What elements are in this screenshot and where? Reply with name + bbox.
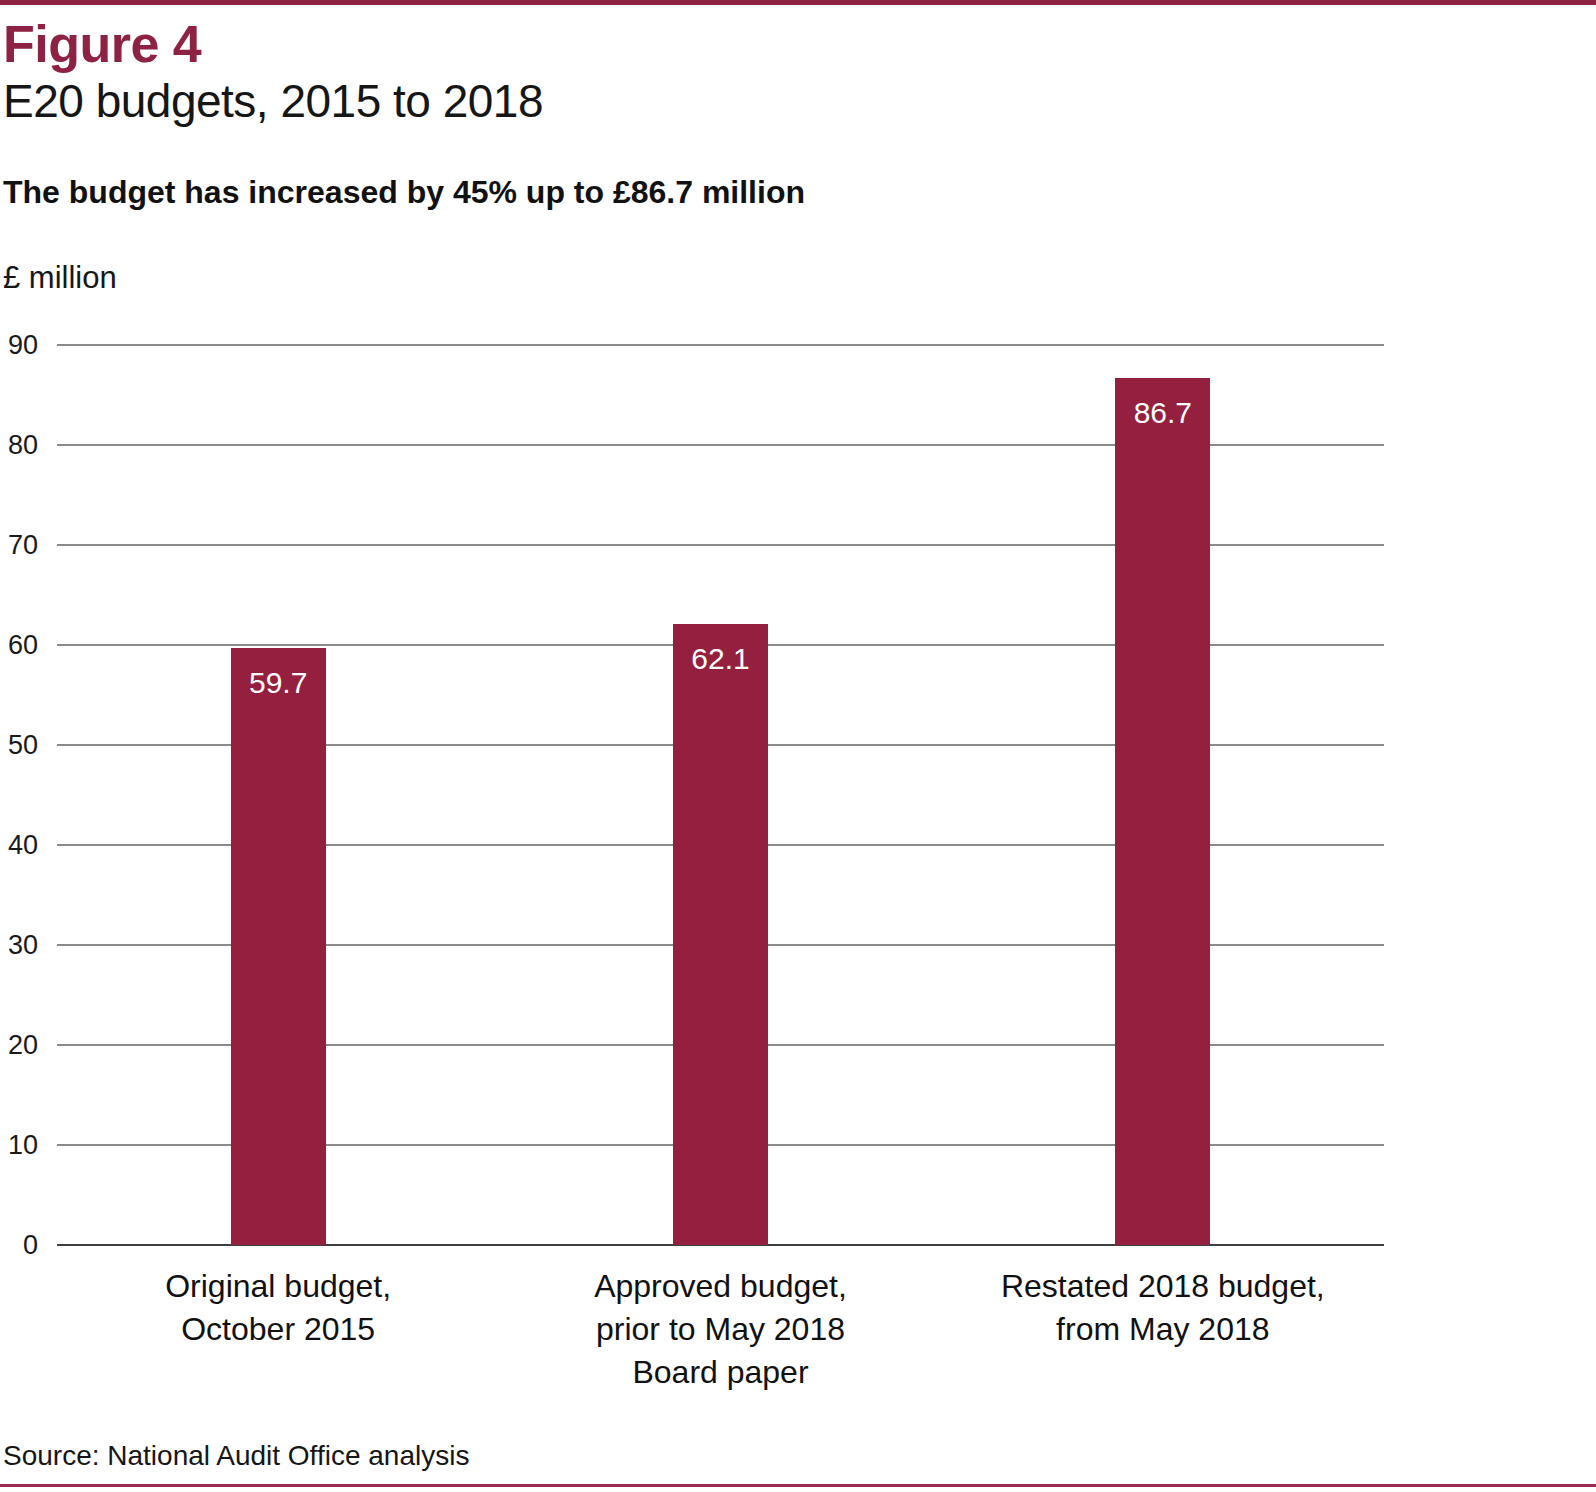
bar-value-label: 86.7: [1115, 396, 1210, 430]
bar: [1115, 378, 1210, 1245]
y-tick-label: 60: [0, 629, 38, 661]
y-tick-label: 10: [0, 1129, 38, 1161]
bar-chart-plot-area: 0 10 20 30 40 50 60 70 80 90 59.7 Original budget, …: [0, 0, 1596, 1492]
bar-value-label: 59.7: [231, 666, 326, 700]
y-tick-label: 80: [0, 429, 38, 461]
gridline: [57, 344, 1384, 346]
y-tick-label: 20: [0, 1029, 38, 1061]
category-label: Original budget, October 2015: [38, 1265, 518, 1351]
y-tick-label: 0: [0, 1229, 38, 1261]
y-tick-label: 70: [0, 529, 38, 561]
bar-value-label: 62.1: [673, 642, 768, 676]
y-tick-label: 30: [0, 929, 38, 961]
bar: [673, 624, 768, 1245]
category-label: Restated 2018 budget, from May 2018: [923, 1265, 1403, 1351]
bottom-accent-rule: [0, 1484, 1596, 1487]
figure-page: Figure 4 E20 budgets, 2015 to 2018 The b…: [0, 0, 1596, 1492]
category-label: Approved budget, prior to May 2018 Board…: [481, 1265, 961, 1394]
y-tick-label: 90: [0, 329, 38, 361]
source-note: Source: National Audit Office analysis: [3, 1440, 469, 1472]
bar: [231, 648, 326, 1245]
y-tick-label: 40: [0, 829, 38, 861]
y-tick-label: 50: [0, 729, 38, 761]
